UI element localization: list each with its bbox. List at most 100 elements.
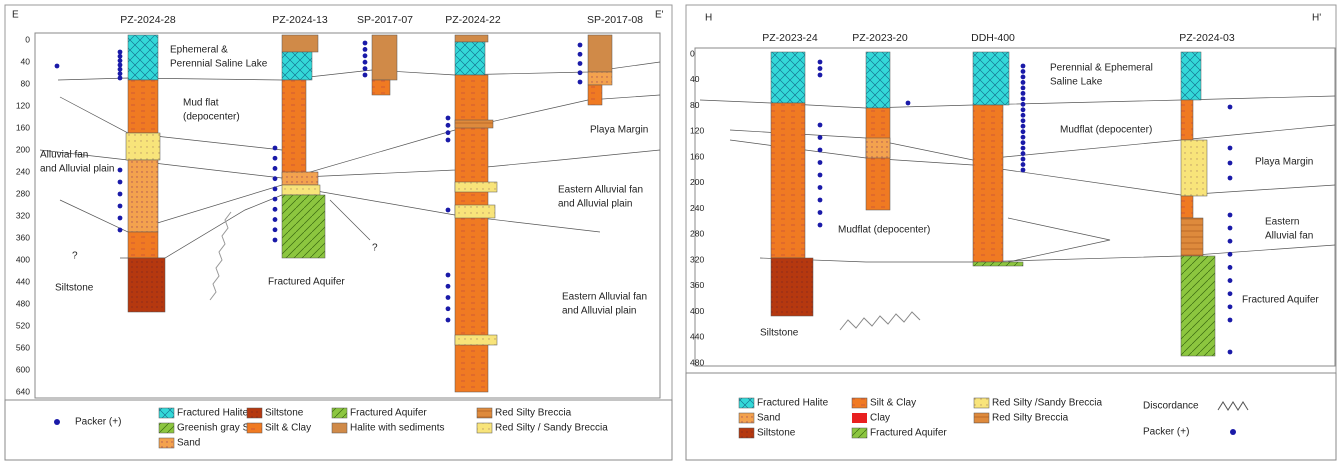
lithology-layer <box>1181 52 1201 100</box>
packer-dot <box>1228 304 1233 309</box>
lithology-layer <box>128 160 158 232</box>
packer-dot <box>363 41 368 46</box>
lithology-layer <box>455 120 493 128</box>
well-name: PZ-2024-28 <box>120 14 176 26</box>
packer-dot <box>578 70 583 75</box>
lithology-layer <box>973 52 1009 105</box>
legend-label: Fractured Aquifer <box>350 408 427 419</box>
well-columns <box>55 35 1233 392</box>
lithology-layer <box>588 85 602 105</box>
depth-tick-label: 240 <box>16 166 30 176</box>
depth-tick-label: 40 <box>21 56 31 66</box>
lithology-layer <box>455 42 485 75</box>
packer-dot <box>363 60 368 65</box>
legend-label: Siltstone <box>757 428 796 439</box>
depth-tick-label: 560 <box>16 342 30 352</box>
facies-label: Alluvial fan <box>40 150 88 161</box>
packer-dot <box>818 198 823 203</box>
legend-swatch <box>852 413 867 423</box>
legend-swatch <box>332 408 347 418</box>
lithology-layer <box>1181 140 1207 196</box>
discordance-line <box>210 212 231 300</box>
packer-dot <box>446 208 451 213</box>
depth-tick-label: 600 <box>16 364 30 374</box>
legend-label: Siltstone <box>265 408 304 419</box>
lithology-layer <box>282 172 318 185</box>
facies-label: and Alluvial plain <box>40 164 115 175</box>
well-name: PZ-2024-03 <box>1179 32 1235 44</box>
packer-dot <box>118 192 123 197</box>
depth-tick-label: 480 <box>690 357 704 367</box>
well-name: PZ-2024-13 <box>272 14 328 26</box>
packer-dot <box>1021 75 1026 80</box>
packer-dot <box>273 207 278 212</box>
facies-label: ? <box>372 243 378 254</box>
packer-dot <box>818 135 823 140</box>
packer-dot <box>273 166 278 171</box>
lithology-layer <box>588 35 612 72</box>
depth-tick-label: 0 <box>690 48 695 58</box>
facies-label: (depocenter) <box>183 112 240 123</box>
legend-swatch <box>739 413 754 423</box>
packer-dot <box>1021 135 1026 140</box>
well-name: PZ-2024-22 <box>445 14 501 26</box>
lithology-layer <box>973 105 1003 262</box>
packer-dot <box>55 64 60 69</box>
packer-dot <box>446 284 451 289</box>
section-start: H <box>705 13 712 24</box>
facies-label: Eastern <box>1265 217 1299 228</box>
lithology-layer <box>771 52 805 103</box>
well-name: DDH-400 <box>971 32 1015 44</box>
lithology-layer <box>1181 196 1193 218</box>
legend-swatch <box>739 398 754 408</box>
depth-tick-label: 120 <box>690 126 704 136</box>
packer-dot <box>1228 350 1233 355</box>
packer-dot <box>363 66 368 71</box>
facies-label: Perennial & Ephemeral <box>1050 63 1153 74</box>
packer-dot <box>818 123 823 128</box>
depth-tick-label: 360 <box>16 232 30 242</box>
packer-dot <box>118 204 123 209</box>
packer-dot <box>1228 278 1233 283</box>
lithology-layer <box>1181 218 1203 256</box>
lithology-layer <box>282 195 325 258</box>
lithology-layer <box>866 52 890 108</box>
packer-dot <box>1021 113 1026 118</box>
legend-swatch <box>159 408 174 418</box>
legend-swatch <box>332 423 347 433</box>
legend-label: Packer (+) <box>75 417 121 428</box>
packer-dot <box>1021 107 1026 112</box>
depth-tick-label: 200 <box>690 177 704 187</box>
lithology-layer <box>1181 100 1193 140</box>
lithology-layer <box>771 258 813 316</box>
facies-label: Siltstone <box>760 328 799 339</box>
well-name: PZ-2023-20 <box>852 32 908 44</box>
packer-dot <box>446 318 451 323</box>
packer-dot <box>273 156 278 161</box>
facies-label: Eastern Alluvial fan <box>562 292 647 303</box>
packer-dot <box>1021 118 1026 123</box>
lithology-layer <box>372 35 397 80</box>
packer-dot <box>1021 162 1026 167</box>
facies-label: Eastern Alluvial fan <box>558 185 643 196</box>
packer-dot <box>273 217 278 222</box>
packer-dot <box>273 176 278 181</box>
section-end: E' <box>655 10 664 21</box>
depth-tick-label: 120 <box>16 100 30 110</box>
facies-label: Mud flat <box>183 98 219 109</box>
packer-dot <box>1228 176 1233 181</box>
packer-dot <box>578 61 583 66</box>
lithology-layer <box>455 35 488 42</box>
facies-label: Fractured Aquifer <box>1242 295 1319 306</box>
packer-dot <box>1228 226 1233 231</box>
facies-label: Mudflat (depocenter) <box>838 225 930 236</box>
packer-dot <box>118 67 123 72</box>
packer-dot <box>818 210 823 215</box>
packer-dot <box>1228 239 1233 244</box>
packer-dot <box>273 197 278 202</box>
lithology-layer <box>282 35 318 52</box>
depth-tick-label: 520 <box>16 320 30 330</box>
facies-label: Mudflat (depocenter) <box>1060 125 1152 136</box>
packer-dot <box>118 54 123 59</box>
